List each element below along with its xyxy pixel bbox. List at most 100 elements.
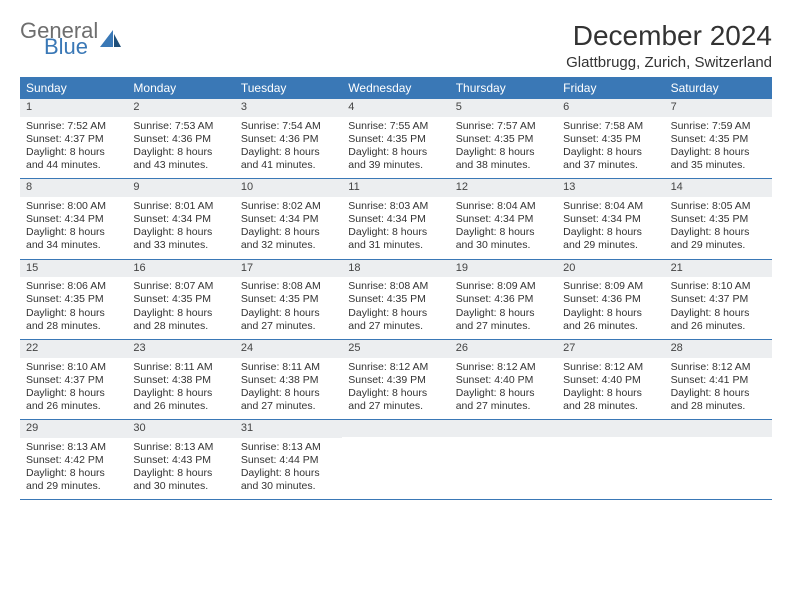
day-sr: Sunrise: 8:12 AM — [671, 361, 766, 374]
day-sr: Sunrise: 7:54 AM — [241, 120, 336, 133]
day-d1: Daylight: 8 hours — [133, 467, 228, 480]
day-cell: 24Sunrise: 8:11 AMSunset: 4:38 PMDayligh… — [235, 340, 342, 419]
day-ss: Sunset: 4:34 PM — [26, 213, 121, 226]
day-d1: Daylight: 8 hours — [26, 467, 121, 480]
day-d1: Daylight: 8 hours — [456, 146, 551, 159]
day-number: 31 — [235, 420, 342, 438]
day-cell: 12Sunrise: 8:04 AMSunset: 4:34 PMDayligh… — [450, 179, 557, 258]
day-sr: Sunrise: 8:11 AM — [241, 361, 336, 374]
day-header-sun: Sunday — [20, 77, 127, 99]
day-d2: and 27 minutes. — [241, 400, 336, 413]
day-ss: Sunset: 4:38 PM — [241, 374, 336, 387]
day-number — [665, 420, 772, 437]
day-sr: Sunrise: 8:11 AM — [133, 361, 228, 374]
day-d2: and 30 minutes. — [133, 480, 228, 493]
day-ss: Sunset: 4:35 PM — [133, 293, 228, 306]
day-header-wed: Wednesday — [342, 77, 449, 99]
day-cell: 7Sunrise: 7:59 AMSunset: 4:35 PMDaylight… — [665, 99, 772, 178]
day-number: 24 — [235, 340, 342, 358]
day-d1: Daylight: 8 hours — [456, 387, 551, 400]
day-sr: Sunrise: 8:04 AM — [563, 200, 658, 213]
day-number: 22 — [20, 340, 127, 358]
day-body: Sunrise: 8:08 AMSunset: 4:35 PMDaylight:… — [342, 277, 449, 339]
day-d1: Daylight: 8 hours — [348, 307, 443, 320]
day-number: 6 — [557, 99, 664, 117]
day-d2: and 28 minutes. — [671, 400, 766, 413]
day-cell: 11Sunrise: 8:03 AMSunset: 4:34 PMDayligh… — [342, 179, 449, 258]
day-body: Sunrise: 8:00 AMSunset: 4:34 PMDaylight:… — [20, 197, 127, 259]
day-number: 20 — [557, 260, 664, 278]
day-d2: and 27 minutes. — [456, 320, 551, 333]
day-d1: Daylight: 8 hours — [348, 146, 443, 159]
day-d2: and 39 minutes. — [348, 159, 443, 172]
day-body: Sunrise: 8:13 AMSunset: 4:43 PMDaylight:… — [127, 438, 234, 500]
day-d1: Daylight: 8 hours — [671, 307, 766, 320]
day-d2: and 27 minutes. — [348, 320, 443, 333]
day-d1: Daylight: 8 hours — [26, 387, 121, 400]
day-ss: Sunset: 4:35 PM — [671, 133, 766, 146]
day-cell: 3Sunrise: 7:54 AMSunset: 4:36 PMDaylight… — [235, 99, 342, 178]
day-body: Sunrise: 8:11 AMSunset: 4:38 PMDaylight:… — [127, 358, 234, 420]
day-d1: Daylight: 8 hours — [671, 387, 766, 400]
day-number: 14 — [665, 179, 772, 197]
day-d2: and 26 minutes. — [26, 400, 121, 413]
day-cell: 9Sunrise: 8:01 AMSunset: 4:34 PMDaylight… — [127, 179, 234, 258]
day-body — [557, 437, 664, 489]
day-d1: Daylight: 8 hours — [456, 226, 551, 239]
day-d1: Daylight: 8 hours — [133, 146, 228, 159]
day-ss: Sunset: 4:34 PM — [241, 213, 336, 226]
day-ss: Sunset: 4:34 PM — [563, 213, 658, 226]
day-sr: Sunrise: 8:09 AM — [563, 280, 658, 293]
day-ss: Sunset: 4:42 PM — [26, 454, 121, 467]
day-ss: Sunset: 4:38 PM — [133, 374, 228, 387]
day-body: Sunrise: 8:05 AMSunset: 4:35 PMDaylight:… — [665, 197, 772, 259]
day-body: Sunrise: 8:08 AMSunset: 4:35 PMDaylight:… — [235, 277, 342, 339]
day-ss: Sunset: 4:34 PM — [348, 213, 443, 226]
day-cell: 18Sunrise: 8:08 AMSunset: 4:35 PMDayligh… — [342, 260, 449, 339]
day-d1: Daylight: 8 hours — [563, 307, 658, 320]
day-ss: Sunset: 4:35 PM — [26, 293, 121, 306]
day-body: Sunrise: 7:54 AMSunset: 4:36 PMDaylight:… — [235, 117, 342, 179]
day-number: 13 — [557, 179, 664, 197]
day-number: 15 — [20, 260, 127, 278]
day-d1: Daylight: 8 hours — [26, 146, 121, 159]
day-number: 4 — [342, 99, 449, 117]
day-number: 9 — [127, 179, 234, 197]
day-sr: Sunrise: 8:13 AM — [133, 441, 228, 454]
day-body: Sunrise: 8:09 AMSunset: 4:36 PMDaylight:… — [557, 277, 664, 339]
day-body: Sunrise: 8:10 AMSunset: 4:37 PMDaylight:… — [20, 358, 127, 420]
day-number: 29 — [20, 420, 127, 438]
day-number: 7 — [665, 99, 772, 117]
day-cell: 10Sunrise: 8:02 AMSunset: 4:34 PMDayligh… — [235, 179, 342, 258]
day-header-thu: Thursday — [450, 77, 557, 99]
day-ss: Sunset: 4:37 PM — [26, 374, 121, 387]
day-number: 16 — [127, 260, 234, 278]
day-body: Sunrise: 7:52 AMSunset: 4:37 PMDaylight:… — [20, 117, 127, 179]
day-sr: Sunrise: 8:13 AM — [241, 441, 336, 454]
day-sr: Sunrise: 8:06 AM — [26, 280, 121, 293]
day-number: 1 — [20, 99, 127, 117]
day-d1: Daylight: 8 hours — [563, 146, 658, 159]
day-sr: Sunrise: 7:58 AM — [563, 120, 658, 133]
day-number: 30 — [127, 420, 234, 438]
day-d2: and 29 minutes. — [26, 480, 121, 493]
day-body: Sunrise: 8:01 AMSunset: 4:34 PMDaylight:… — [127, 197, 234, 259]
day-sr: Sunrise: 7:55 AM — [348, 120, 443, 133]
day-body: Sunrise: 8:04 AMSunset: 4:34 PMDaylight:… — [450, 197, 557, 259]
day-header-sat: Saturday — [665, 77, 772, 99]
day-cell — [665, 420, 772, 499]
day-number — [450, 420, 557, 437]
day-body: Sunrise: 8:13 AMSunset: 4:42 PMDaylight:… — [20, 438, 127, 500]
day-header-fri: Friday — [557, 77, 664, 99]
day-ss: Sunset: 4:44 PM — [241, 454, 336, 467]
day-sr: Sunrise: 8:08 AM — [348, 280, 443, 293]
day-sr: Sunrise: 8:08 AM — [241, 280, 336, 293]
week-row: 1Sunrise: 7:52 AMSunset: 4:37 PMDaylight… — [20, 99, 772, 179]
day-sr: Sunrise: 8:09 AM — [456, 280, 551, 293]
day-ss: Sunset: 4:35 PM — [348, 133, 443, 146]
day-d2: and 27 minutes. — [456, 400, 551, 413]
day-sr: Sunrise: 8:01 AM — [133, 200, 228, 213]
day-ss: Sunset: 4:37 PM — [26, 133, 121, 146]
day-ss: Sunset: 4:36 PM — [456, 293, 551, 306]
day-cell: 28Sunrise: 8:12 AMSunset: 4:41 PMDayligh… — [665, 340, 772, 419]
